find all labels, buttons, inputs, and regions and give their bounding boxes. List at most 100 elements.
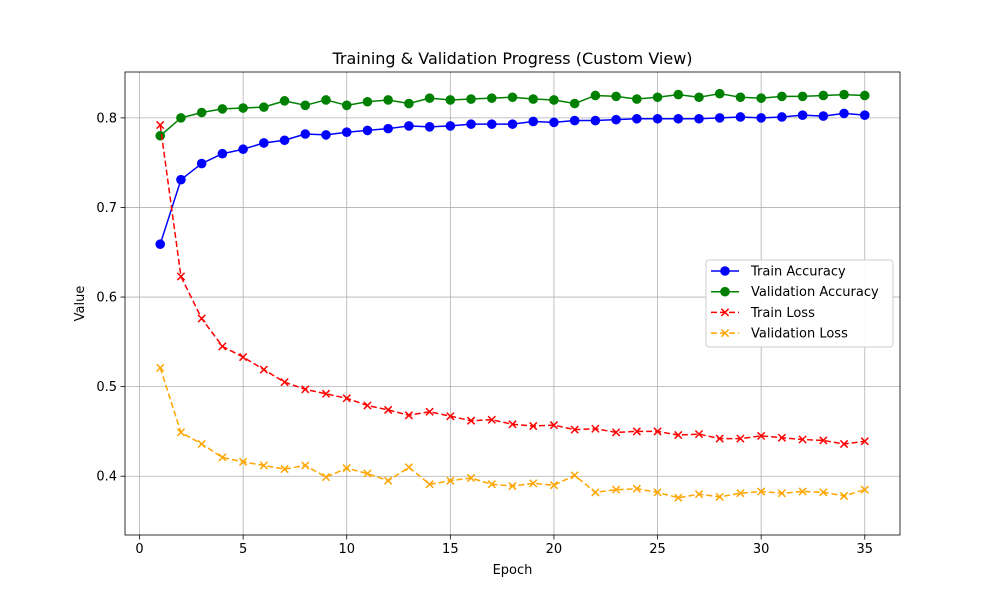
- data-point-train-loss: [404, 411, 414, 420]
- data-point-validation-loss: [860, 485, 869, 494]
- data-point-train-loss: [674, 430, 683, 440]
- y-tick-label: 0.6: [96, 291, 117, 306]
- data-point-train-loss: [197, 314, 206, 323]
- marker-stroke: [425, 407, 434, 416]
- data-point-train-accuracy: [321, 130, 331, 140]
- marker-stroke: [611, 485, 621, 494]
- marker-stroke: [425, 480, 434, 489]
- marker-stroke: [301, 461, 310, 470]
- data-point-train-loss: [715, 434, 724, 443]
- data-point-validation-accuracy: [341, 100, 352, 111]
- marker-stroke: [777, 489, 787, 498]
- data-point-validation-accuracy: [735, 92, 746, 103]
- data-point-validation-accuracy: [694, 92, 704, 103]
- data-series: [155, 88, 870, 502]
- legend: Train Accuracy Validation Accuracy Train L…: [705, 259, 894, 348]
- data-point-validation-accuracy: [859, 90, 870, 101]
- data-point-train-loss: [238, 352, 248, 362]
- data-point-train-loss: [363, 401, 372, 410]
- data-point-validation-accuracy: [196, 107, 207, 118]
- x-tick-label: 20: [546, 542, 563, 557]
- data-point-validation-loss: [529, 479, 538, 488]
- data-point-train-loss: [508, 420, 517, 429]
- marker-stroke: [736, 434, 745, 443]
- data-point-validation-loss: [487, 480, 496, 489]
- series-validation-accuracy: [155, 88, 870, 141]
- data-point-validation-accuracy: [507, 92, 518, 103]
- data-point-train-loss: [301, 385, 310, 394]
- data-point-validation-loss: [197, 439, 206, 449]
- data-point-train-accuracy: [549, 117, 559, 128]
- data-point-validation-loss: [156, 363, 165, 372]
- data-point-validation-accuracy: [176, 113, 186, 123]
- legend-item-train-loss: Train Loss: [711, 306, 815, 321]
- legend-marker: [720, 286, 730, 297]
- data-point-validation-accuracy: [155, 130, 166, 141]
- marker-stroke: [176, 428, 186, 437]
- data-point-train-loss: [321, 389, 331, 398]
- data-point-train-accuracy: [238, 144, 248, 155]
- marker-stroke: [529, 479, 538, 488]
- data-point-validation-loss: [632, 484, 641, 493]
- x-tick-label: 0: [135, 542, 143, 557]
- marker-stroke: [674, 430, 683, 440]
- legend-label: Train Loss: [750, 306, 815, 321]
- data-point-train-accuracy: [777, 112, 787, 122]
- marker-stroke: [280, 378, 289, 387]
- data-point-validation-loss: [321, 472, 331, 482]
- marker-stroke: [736, 489, 745, 498]
- marker-stroke: [570, 471, 579, 480]
- data-point-train-loss: [342, 394, 351, 403]
- y-tick-label: 0.7: [96, 201, 117, 216]
- data-point-validation-loss: [280, 464, 289, 474]
- y-axis-label: Value: [73, 286, 88, 322]
- legend-marker: [720, 266, 730, 276]
- data-point-validation-accuracy: [300, 100, 311, 111]
- marker-stroke: [860, 485, 869, 494]
- marker-stroke: [839, 439, 849, 449]
- y-tick-label: 0.4: [96, 470, 117, 485]
- data-point-validation-loss: [674, 493, 683, 502]
- data-point-validation-loss: [549, 481, 559, 490]
- data-point-validation-loss: [218, 453, 227, 462]
- tick-labels: 0 5 10 15 20 25 30 35 0.4 0.5 0.6 0.7 0.8: [96, 111, 873, 557]
- data-point-validation-loss: [570, 471, 579, 480]
- data-point-train-accuracy: [569, 115, 580, 126]
- marker-stroke: [446, 476, 455, 485]
- series-train-accuracy: [155, 108, 870, 249]
- data-point-validation-loss: [819, 488, 828, 497]
- x-tick-label: 5: [239, 542, 247, 557]
- data-point-train-accuracy: [611, 114, 621, 125]
- data-point-train-loss: [549, 421, 559, 430]
- marker-stroke: [176, 272, 186, 281]
- marker-stroke: [777, 433, 787, 442]
- data-point-train-loss: [156, 120, 165, 130]
- data-point-validation-accuracy: [217, 104, 228, 114]
- data-point-validation-loss: [777, 489, 787, 498]
- x-tick-label: 25: [649, 542, 666, 557]
- data-point-train-accuracy: [590, 115, 601, 126]
- data-point-train-accuracy: [652, 113, 663, 124]
- data-point-validation-accuracy: [486, 93, 497, 103]
- marker-stroke: [798, 435, 807, 444]
- marker-stroke: [549, 421, 559, 430]
- marker-stroke: [321, 389, 331, 398]
- data-point-train-accuracy: [714, 113, 725, 123]
- x-tick-label: 30: [753, 542, 770, 557]
- y-tick-label: 0.8: [96, 111, 117, 126]
- data-point-validation-accuracy: [238, 103, 248, 113]
- data-point-validation-accuracy: [569, 98, 580, 109]
- data-point-train-loss: [653, 427, 662, 436]
- series-validation-loss: [156, 363, 869, 502]
- marker-stroke: [653, 427, 662, 436]
- data-point-train-loss: [757, 431, 766, 441]
- data-point-validation-accuracy: [466, 94, 476, 104]
- data-point-train-accuracy: [341, 127, 352, 138]
- data-point-validation-loss: [591, 488, 600, 497]
- data-point-train-accuracy: [528, 116, 539, 127]
- data-point-validation-accuracy: [259, 102, 269, 112]
- marker-stroke: [549, 481, 559, 490]
- marker-stroke: [715, 434, 724, 443]
- marker-stroke: [446, 412, 455, 421]
